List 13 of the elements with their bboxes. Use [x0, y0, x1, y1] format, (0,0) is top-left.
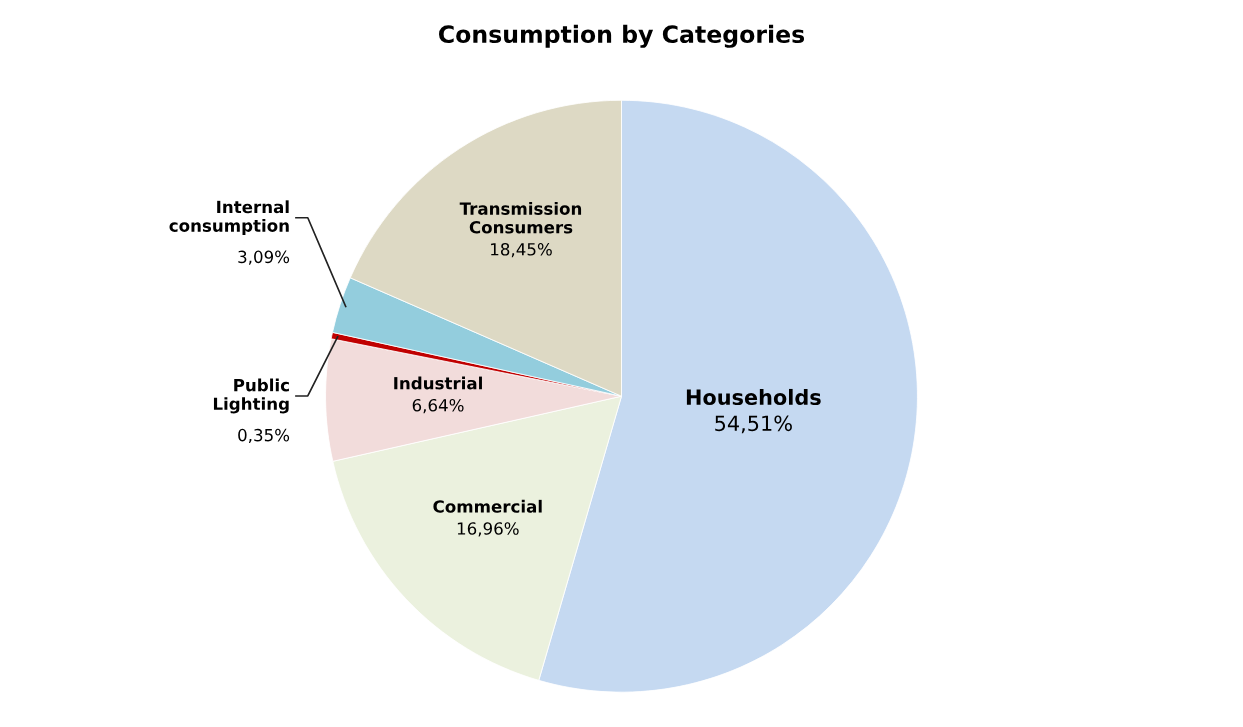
chart-title: Consumption by Categories	[439, 24, 805, 48]
data-label: 3,09%	[238, 250, 290, 265]
data-label: 6,64%	[412, 398, 464, 414]
slice-label: Internal consumption	[169, 200, 289, 236]
slice-label: Households	[686, 388, 821, 406]
slice-label: Commercial	[433, 499, 542, 513]
slice-label: Industrial	[394, 376, 482, 390]
data-label: 54,51%	[715, 415, 792, 434]
slice-label: Public Lighting	[213, 378, 289, 414]
slice-label: Transmission Consumers	[459, 201, 582, 234]
data-label: 0,35%	[238, 428, 290, 444]
data-label: 16,96%	[457, 522, 519, 537]
data-label: 18,45%	[491, 242, 552, 258]
